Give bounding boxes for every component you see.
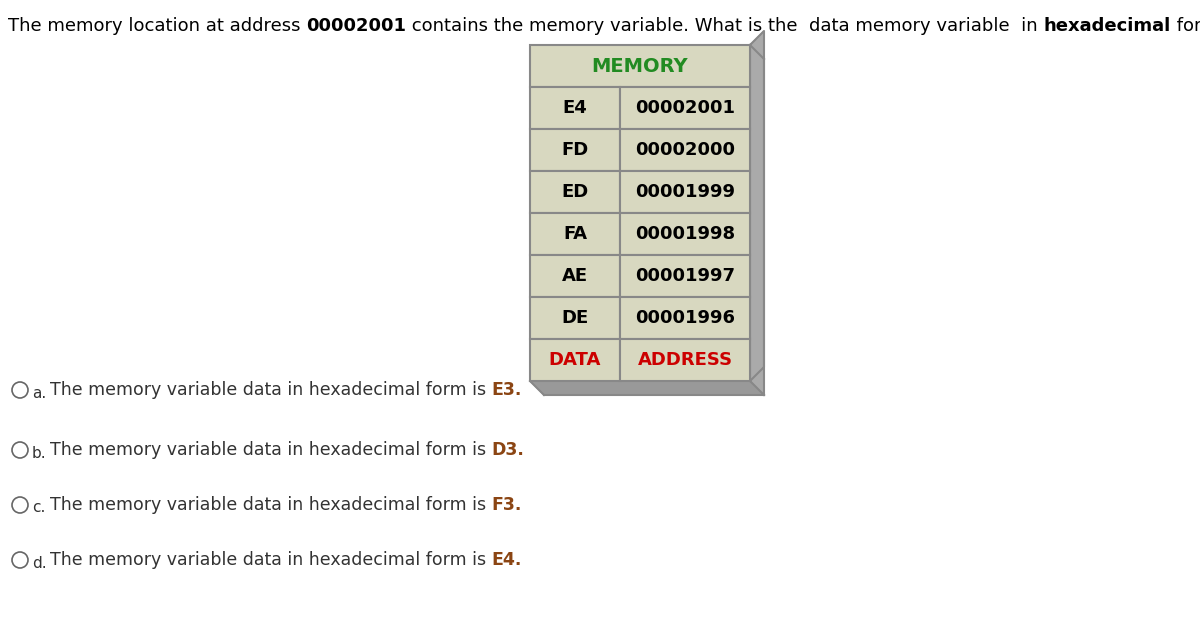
Text: E4.: E4. bbox=[492, 551, 522, 569]
Bar bbox=[530, 339, 620, 381]
Text: E3.: E3. bbox=[492, 381, 522, 399]
Bar bbox=[620, 171, 750, 213]
Text: 00001997: 00001997 bbox=[635, 267, 734, 285]
Text: 00002001: 00002001 bbox=[635, 99, 734, 117]
Text: ADDRESS: ADDRESS bbox=[637, 351, 732, 369]
Bar bbox=[530, 213, 620, 255]
Polygon shape bbox=[750, 31, 764, 381]
Text: E4: E4 bbox=[563, 99, 587, 117]
Text: The memory variable data in hexadecimal form is: The memory variable data in hexadecimal … bbox=[50, 441, 492, 459]
Text: a.: a. bbox=[32, 386, 47, 400]
Text: ED: ED bbox=[562, 183, 589, 201]
Circle shape bbox=[12, 442, 28, 458]
Bar bbox=[620, 255, 750, 297]
Bar bbox=[530, 87, 620, 129]
Polygon shape bbox=[750, 45, 764, 395]
Bar bbox=[530, 129, 620, 171]
Text: DATA: DATA bbox=[548, 351, 601, 369]
Text: The memory location at address: The memory location at address bbox=[8, 17, 306, 35]
Text: c.: c. bbox=[32, 500, 46, 515]
Text: The memory variable data in hexadecimal form is: The memory variable data in hexadecimal … bbox=[50, 496, 492, 514]
Text: DE: DE bbox=[562, 309, 589, 327]
Circle shape bbox=[12, 382, 28, 398]
Text: 00002000: 00002000 bbox=[635, 141, 734, 159]
Bar bbox=[530, 45, 750, 87]
Text: F3.: F3. bbox=[492, 496, 522, 514]
Text: FD: FD bbox=[562, 141, 589, 159]
Text: 00001999: 00001999 bbox=[635, 183, 734, 201]
Text: AE: AE bbox=[562, 267, 588, 285]
Bar bbox=[530, 171, 620, 213]
Bar bbox=[620, 213, 750, 255]
Bar bbox=[530, 297, 620, 339]
Bar bbox=[620, 129, 750, 171]
Text: The memory variable data in hexadecimal form is: The memory variable data in hexadecimal … bbox=[50, 551, 492, 569]
Text: form?: form? bbox=[1171, 17, 1200, 35]
Circle shape bbox=[12, 497, 28, 513]
Text: FA: FA bbox=[563, 225, 587, 243]
Text: D3.: D3. bbox=[492, 441, 524, 459]
Circle shape bbox=[12, 552, 28, 568]
Text: contains the memory variable. What is the  data memory variable  in: contains the memory variable. What is th… bbox=[407, 17, 1044, 35]
Bar bbox=[620, 339, 750, 381]
Text: The memory variable data in hexadecimal form is: The memory variable data in hexadecimal … bbox=[50, 381, 492, 399]
Text: MEMORY: MEMORY bbox=[592, 57, 689, 75]
Bar bbox=[620, 297, 750, 339]
Bar bbox=[620, 87, 750, 129]
Text: 00001996: 00001996 bbox=[635, 309, 734, 327]
Text: 00001998: 00001998 bbox=[635, 225, 736, 243]
Polygon shape bbox=[530, 381, 764, 395]
Text: 00002001: 00002001 bbox=[306, 17, 407, 35]
Bar bbox=[530, 255, 620, 297]
Text: d.: d. bbox=[32, 555, 47, 571]
Text: b.: b. bbox=[32, 445, 47, 460]
Text: hexadecimal: hexadecimal bbox=[1044, 17, 1171, 35]
